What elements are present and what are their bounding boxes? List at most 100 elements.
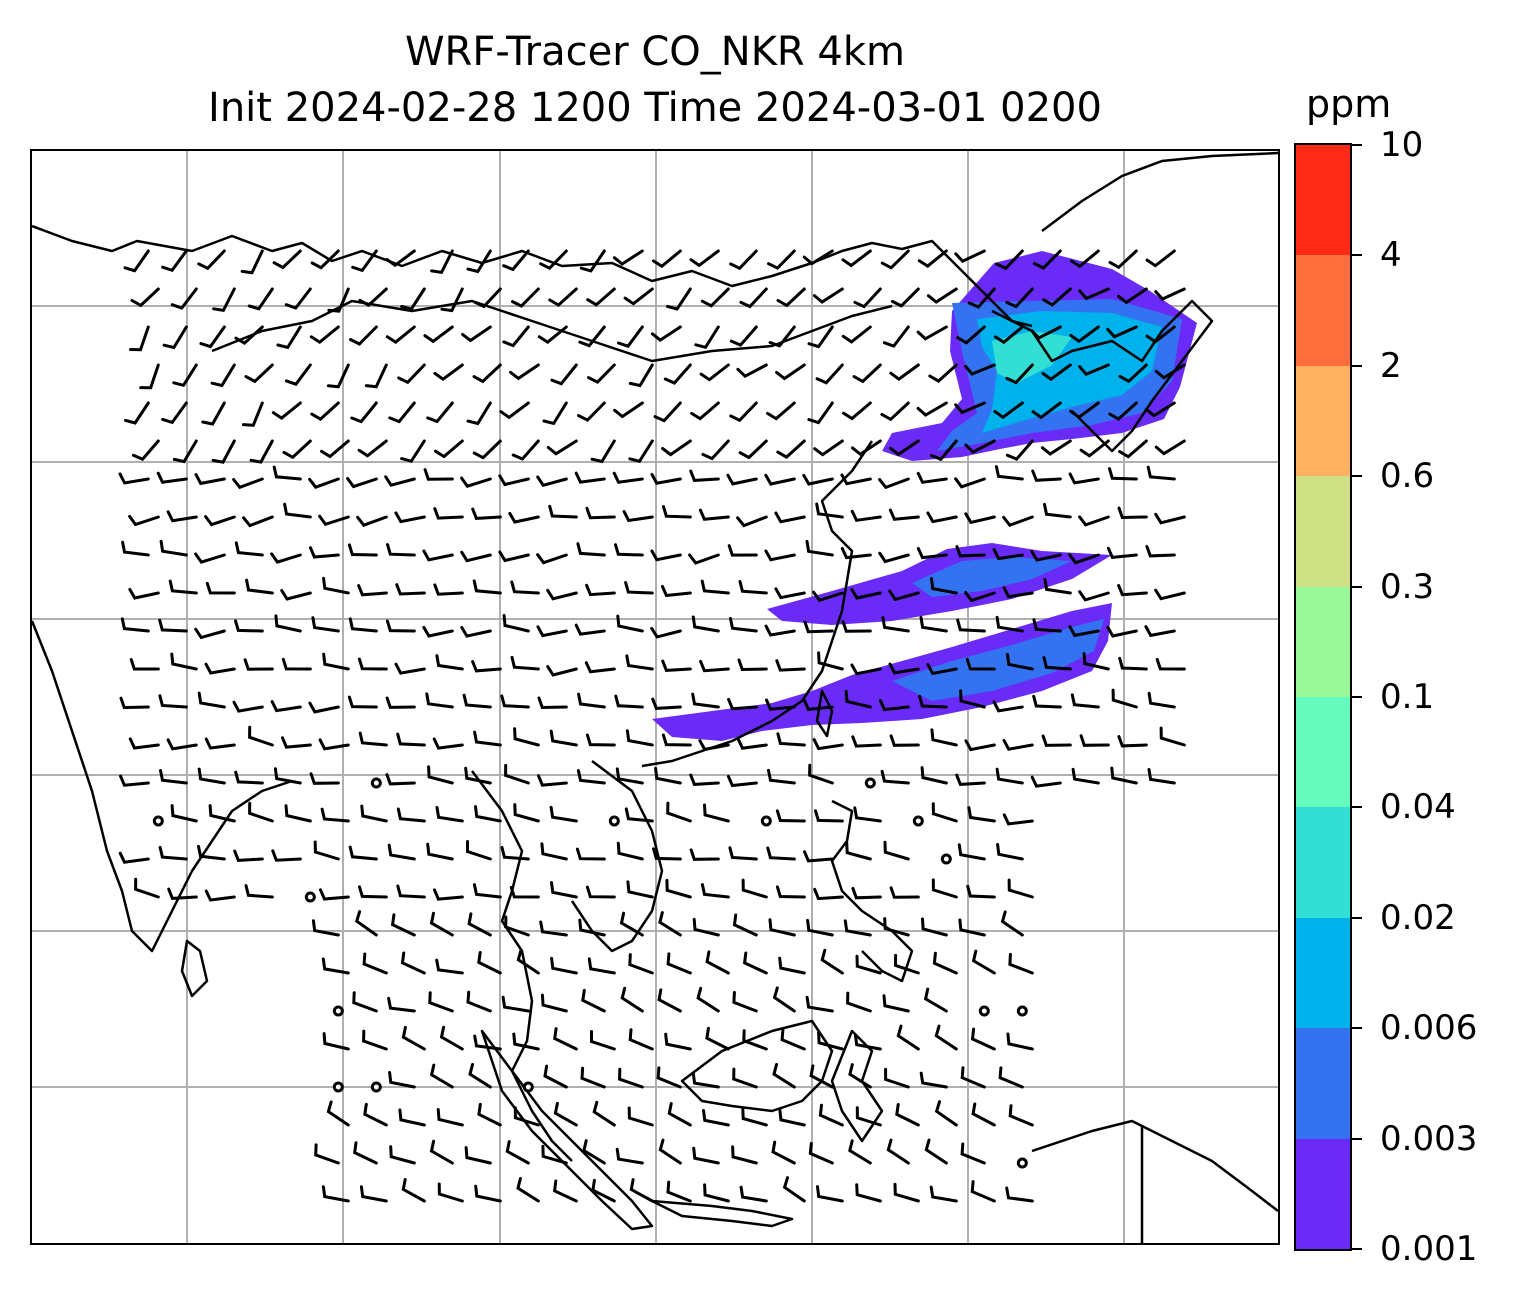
- wind-barb: [1118, 656, 1148, 671]
- wind-barb: [702, 1109, 730, 1127]
- wind-barb: [311, 616, 340, 633]
- wind-barb: [385, 696, 416, 709]
- wind-barb: [738, 439, 768, 460]
- colorbar-tick-label: 4: [1380, 235, 1402, 276]
- wind-barb: [768, 918, 796, 937]
- wind-barb: [1117, 287, 1148, 305]
- wind-barb: [764, 473, 796, 486]
- wind-barb: [960, 1142, 986, 1165]
- wind-barb: [156, 471, 188, 484]
- wind-barb: [993, 325, 1024, 345]
- wind-barb: [385, 773, 416, 786]
- wind-barb: [658, 911, 682, 937]
- wind-barb: [774, 511, 806, 524]
- wind-barb: [167, 887, 198, 900]
- wind-barb: [802, 249, 834, 266]
- wind-barb: [844, 689, 872, 709]
- wind-barb: [619, 911, 644, 937]
- wind-barb: [313, 840, 340, 861]
- wind-barb: [1032, 249, 1062, 270]
- wind-barb: [1005, 287, 1034, 309]
- wind-barb: [1144, 625, 1176, 638]
- wind-barb: [880, 249, 910, 270]
- wind-barb: [880, 769, 910, 785]
- wind-barb: [322, 652, 350, 671]
- wind-barb: [234, 541, 264, 557]
- wind-barb: [426, 842, 454, 861]
- wind-barb: [471, 507, 502, 520]
- wind-barb: [548, 287, 578, 307]
- wind-barb: [995, 615, 1024, 633]
- wind-barb: [247, 287, 274, 311]
- wind-barb: [283, 502, 312, 519]
- wind-barb: [1108, 467, 1138, 481]
- wind-barb: [348, 617, 378, 633]
- wind-barb: [805, 539, 834, 557]
- wind-barb: [627, 1106, 654, 1127]
- wind-barb: [1042, 656, 1072, 671]
- wind-barb: [119, 774, 150, 787]
- wind-barb: [802, 698, 834, 712]
- wind-barb: [895, 1103, 920, 1127]
- wind-barb: [650, 549, 682, 562]
- wind-barb: [536, 625, 568, 638]
- wind-barb: [166, 510, 198, 523]
- coastline-indochina: [471, 770, 573, 1162]
- wind-barb: [848, 1063, 872, 1089]
- wind-barb: [1106, 325, 1138, 339]
- wind-barb: [624, 581, 654, 595]
- wind-barb: [808, 1142, 834, 1165]
- wind-barb: [384, 475, 416, 487]
- wind-barb: [699, 659, 730, 673]
- wind-barb: [1147, 691, 1176, 709]
- wind-barb: [512, 1032, 540, 1051]
- wind-barb: [119, 696, 150, 710]
- wind-barb: [550, 363, 578, 386]
- wind-barb: [882, 325, 910, 348]
- wind-barb: [1042, 287, 1072, 307]
- map-title-line2: Init 2024-02-28 1200 Time 2024-03-01 020…: [208, 85, 1102, 131]
- wind-barb: [553, 1027, 578, 1051]
- wind-barb: [396, 884, 426, 899]
- wind-barb: [552, 1179, 578, 1203]
- wind-barb: [1147, 768, 1176, 785]
- wind-barb: [1002, 738, 1034, 751]
- wind-barb: [546, 588, 578, 601]
- wind-barb: [778, 1108, 806, 1127]
- wind-barb: [471, 660, 502, 673]
- wind-barb: [889, 734, 920, 747]
- wind-barb: [362, 1029, 388, 1051]
- wind-barb: [850, 663, 882, 676]
- wind-barb: [964, 439, 996, 454]
- wind-barb: [964, 739, 996, 752]
- wind-barb: [170, 804, 198, 823]
- wind-barb: [957, 843, 986, 861]
- wind-barb: [274, 614, 302, 633]
- wind-barb: [971, 949, 996, 975]
- colorbar-segment: [1296, 807, 1350, 918]
- wind-barb: [1069, 325, 1100, 344]
- wind-barb: [168, 579, 198, 595]
- colorbar-segment: [1296, 917, 1350, 1029]
- wind-barb: [577, 401, 606, 422]
- wind-barb: [691, 692, 720, 709]
- wind-barb: [172, 363, 198, 388]
- wind-barb: [543, 1064, 568, 1089]
- wind-barb: [580, 1066, 606, 1089]
- colorbar-tick: [1352, 475, 1362, 478]
- calm-wind-marker: [332, 1005, 344, 1017]
- wind-barb: [388, 1071, 416, 1089]
- wind-barb: [992, 548, 1024, 561]
- wind-barb: [1108, 249, 1138, 270]
- tracer-plumes: [652, 251, 1197, 741]
- calm-wind-marker: [1016, 1005, 1028, 1017]
- wind-barb: [703, 803, 730, 823]
- wind-barb: [1000, 910, 1024, 937]
- wind-barb: [767, 249, 796, 270]
- wind-barb: [1006, 1032, 1034, 1051]
- wind-barb: [194, 552, 226, 564]
- wind-barb: [1078, 287, 1110, 301]
- wind-barb: [692, 1146, 720, 1165]
- wind-barb: [803, 620, 834, 634]
- wind-barb: [967, 806, 996, 823]
